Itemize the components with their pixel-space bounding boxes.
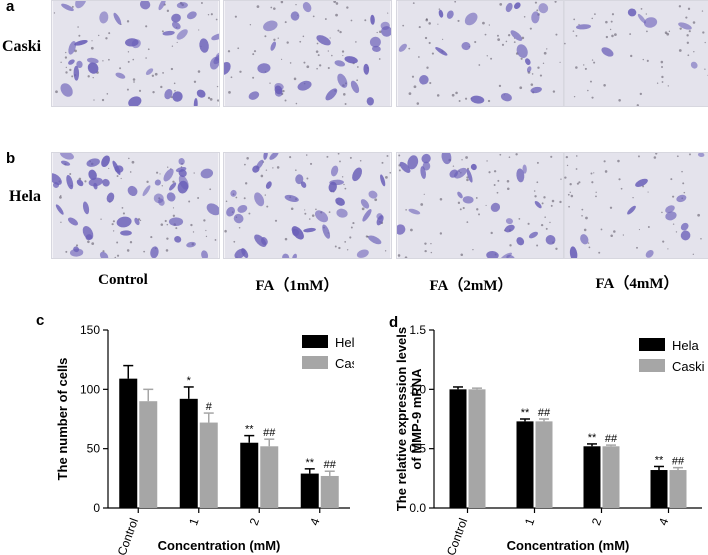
x-tick-label: 1 xyxy=(522,516,538,527)
micrograph-hela-fa-1mm xyxy=(223,152,392,259)
significance-marker: ## xyxy=(538,407,551,419)
x-tick-label: Control xyxy=(444,516,470,555)
legend-swatch-caski xyxy=(639,359,665,372)
significance-marker: # xyxy=(206,401,213,413)
micrograph-caski-fa-2mm xyxy=(396,0,565,107)
significance-marker: ## xyxy=(672,456,685,468)
micrograph-caski-fa-4mm xyxy=(563,0,708,107)
y-axis-label: of MMP-9 mRNA xyxy=(409,368,424,470)
x-axis-label: Concentration (mM) xyxy=(507,538,630,553)
micrograph-caski-fa-1mm xyxy=(223,0,392,107)
significance-marker: ** xyxy=(521,407,530,419)
bar-hela-2 xyxy=(240,442,259,508)
legend-label-hela: Hela xyxy=(335,335,354,350)
significance-marker: * xyxy=(187,375,192,387)
significance-marker: ** xyxy=(588,432,597,444)
bar-hela-2 xyxy=(583,446,601,508)
panel-letter-a: a xyxy=(6,0,15,15)
bar-hela-control xyxy=(119,378,138,508)
x-tick-label: 4 xyxy=(307,516,323,527)
micrograph-caski-control xyxy=(51,0,220,107)
bar-caski-control xyxy=(139,401,158,508)
bar-caski-2 xyxy=(602,446,620,508)
x-tick-label: 4 xyxy=(656,516,672,527)
bar-hela-control xyxy=(449,389,467,508)
significance-marker: ## xyxy=(605,433,618,445)
significance-marker: ** xyxy=(305,457,314,469)
y-tick-label: 50 xyxy=(87,442,101,456)
bar-caski-2 xyxy=(260,446,279,508)
legend-label-caski: Caski xyxy=(672,359,705,374)
chart-c-cell-number: 0 50 100 150 Control 1 * #2 ** ## 4 ** ## Hela Caski Co… xyxy=(55,323,354,555)
bar-caski-1 xyxy=(199,422,218,508)
x-tick-label: 1 xyxy=(186,516,202,527)
column-label-fa-1mm: FA（1mM） xyxy=(255,278,339,294)
legend-label-caski: Caski xyxy=(335,356,354,371)
micrograph-hela-control xyxy=(51,152,220,259)
column-label-fa-4mm: FA（4mM） xyxy=(595,276,679,292)
significance-marker: ## xyxy=(324,459,337,471)
legend-swatch-hela xyxy=(302,335,328,348)
bar-hela-1 xyxy=(516,421,534,508)
y-tick-label: 0.5 xyxy=(409,442,426,456)
significance-marker: ** xyxy=(245,424,254,436)
bar-hela-1 xyxy=(179,398,198,508)
x-axis-label: Concentration (mM) xyxy=(158,538,281,553)
bar-caski-4 xyxy=(320,475,339,508)
row-label-caski: Caski xyxy=(2,38,42,55)
panel-letter-c: c xyxy=(36,312,45,329)
legend-swatch-hela xyxy=(639,338,665,351)
x-tick-label: Control xyxy=(115,516,141,555)
panel-letter-d: d xyxy=(389,314,399,331)
bar-hela-4 xyxy=(650,470,668,508)
legend-label-hela: Hela xyxy=(672,338,700,353)
x-tick-label: 2 xyxy=(247,516,263,527)
row-label-hela: Hela xyxy=(9,188,41,205)
column-label-control: Control xyxy=(98,272,148,288)
column-label-fa-2mm: FA（2mM） xyxy=(429,278,513,294)
legend-swatch-caski xyxy=(302,356,328,369)
y-tick-label: 1.5 xyxy=(409,323,426,337)
micrograph-hela-fa-2mm xyxy=(396,152,565,259)
y-tick-label: 0 xyxy=(93,501,100,515)
significance-marker: ## xyxy=(263,427,276,439)
x-tick-label: 2 xyxy=(589,516,605,527)
bar-caski-1 xyxy=(535,421,553,508)
y-axis-label: The number of cells xyxy=(55,358,70,481)
bar-hela-4 xyxy=(300,473,319,508)
y-tick-label: 100 xyxy=(80,382,100,396)
y-tick-label: 0.0 xyxy=(409,501,426,515)
y-tick-label: 150 xyxy=(80,323,100,337)
significance-marker: ** xyxy=(655,454,664,466)
panel-letter-b: b xyxy=(6,150,16,167)
y-axis-label: The relative expression levels xyxy=(394,327,409,511)
y-tick-label: 1.0 xyxy=(409,382,426,396)
bar-caski-4 xyxy=(669,470,687,508)
micrograph-hela-fa-4mm xyxy=(563,152,708,259)
bar-caski-control xyxy=(468,389,486,508)
chart-d-mmp9-expression: 0.0 0.5 1.0 1.5 Control 1 ** ## 2 ** ## 4 ** ## Hela Ca… xyxy=(394,323,705,555)
